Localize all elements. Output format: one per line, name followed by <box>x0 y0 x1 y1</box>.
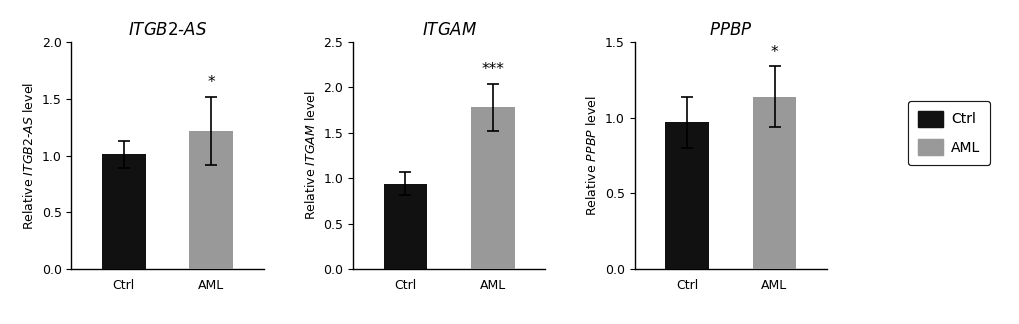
Bar <box>664 122 708 269</box>
Y-axis label: Relative $\mathit{PPBP}$ level: Relative $\mathit{PPBP}$ level <box>585 95 599 216</box>
Text: *: * <box>770 44 777 60</box>
Y-axis label: Relative $\mathit{ITGB2}$-$\mathit{AS}$ level: Relative $\mathit{ITGB2}$-$\mathit{AS}$ … <box>22 82 36 229</box>
Legend: Ctrl, AML: Ctrl, AML <box>907 101 989 165</box>
Bar <box>752 97 796 269</box>
Text: *: * <box>207 75 215 90</box>
Bar <box>383 184 427 269</box>
Title: $\mathit{PPBP}$: $\mathit{PPBP}$ <box>708 21 752 39</box>
Bar <box>471 108 515 269</box>
Bar <box>190 131 233 269</box>
Bar <box>102 155 146 269</box>
Text: ***: *** <box>481 62 503 77</box>
Title: $\mathit{ITGAM}$: $\mathit{ITGAM}$ <box>421 21 476 39</box>
Y-axis label: Relative $\mathit{ITGAM}$ level: Relative $\mathit{ITGAM}$ level <box>304 91 318 220</box>
Title: $\mathit{ITGB2}$-$\mathit{AS}$: $\mathit{ITGB2}$-$\mathit{AS}$ <box>127 21 207 39</box>
